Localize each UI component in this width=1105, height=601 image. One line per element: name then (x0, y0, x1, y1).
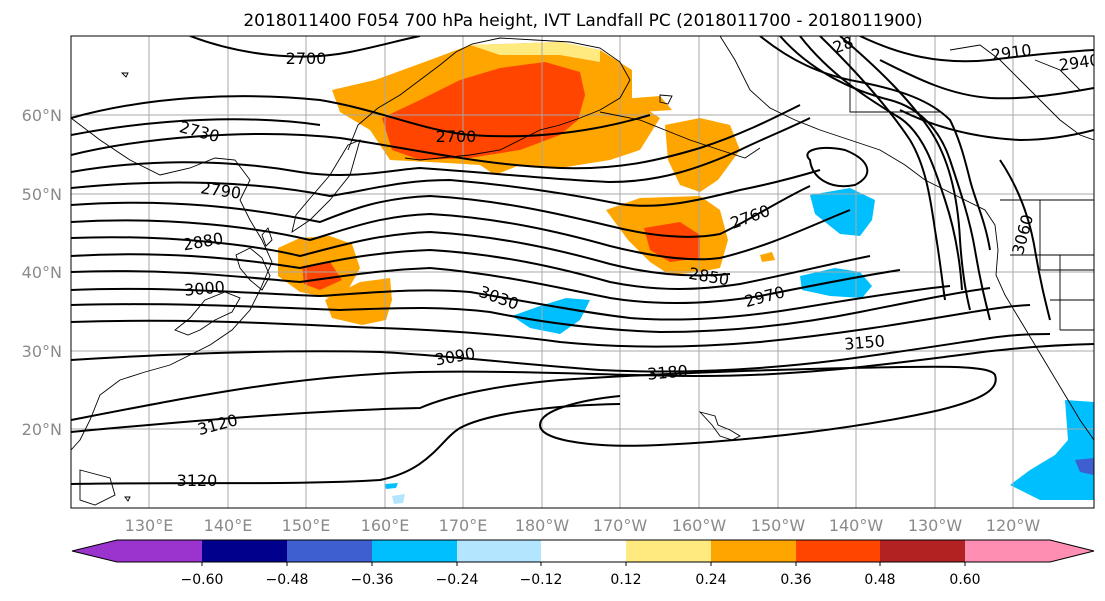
lat-tick-label: 20°N (22, 420, 62, 439)
lon-tick-label: 140°W (829, 516, 884, 535)
colorbar-seg (202, 540, 287, 562)
longitude-axis: 130°E 140°E 150°E 160°E 170°E 180°W 170°… (125, 516, 1041, 535)
colorbar-tick-label: −0.36 (351, 572, 394, 588)
colorbar-tick-label: 0.48 (864, 572, 895, 588)
lat-tick-label: 30°N (22, 342, 62, 361)
colorbar-tick-label: −0.60 (181, 572, 224, 588)
colorbar-seg (287, 540, 372, 562)
contour-label: 2700 (436, 127, 477, 146)
height-contours (71, 36, 1094, 485)
contour-label: 3180 (646, 361, 688, 383)
contour-label: 2940 (1058, 50, 1101, 74)
colorbar-seg (72, 540, 202, 562)
map-title: 2018011400 F054 700 hPa height, IVT Land… (243, 11, 922, 31)
colorbar-seg (796, 540, 880, 562)
lon-tick-label: 150°W (751, 516, 806, 535)
lat-tick-label: 60°N (22, 106, 62, 125)
colorbar-tick-label: 0.60 (949, 572, 980, 588)
colorbar-tick-label: 0.24 (695, 572, 726, 588)
lon-tick-label: 170°E (439, 516, 488, 535)
colorbar: −0.60 −0.48 −0.36 −0.24 −0.12 0.12 0.24 … (71, 539, 1095, 588)
lat-tick-label: 50°N (22, 185, 62, 204)
lon-tick-label: 130°E (125, 516, 174, 535)
colorbar-seg (457, 540, 541, 562)
latitude-axis: 60°N 50°N 40°N 30°N 20°N (22, 106, 62, 439)
colorbar-seg (372, 540, 457, 562)
colorbar-ticks (201, 562, 966, 566)
colorbar-seg (965, 540, 1094, 562)
colorbar-seg (880, 540, 965, 562)
lon-tick-label: 160°W (672, 516, 727, 535)
contour-label: 3150 (843, 331, 885, 353)
colorbar-tick-label: −0.24 (436, 572, 479, 588)
contour-label: 28 (830, 32, 856, 57)
map-frame (70, 35, 1095, 509)
colorbar-seg (711, 540, 796, 562)
lon-tick-label: 160°E (361, 516, 410, 535)
lon-tick-label: 180°W (515, 516, 570, 535)
colorbar-tick-label: 0.12 (610, 572, 641, 588)
lon-tick-label: 140°E (204, 516, 253, 535)
colorbar-outline (71, 539, 1095, 563)
lon-tick-label: 150°E (282, 516, 331, 535)
lon-tick-label: 170°W (593, 516, 648, 535)
lon-tick-label: 130°W (908, 516, 963, 535)
colorbar-seg (541, 540, 626, 562)
colorbar-seg (626, 540, 711, 562)
coastlines (71, 36, 1094, 506)
map-area: 2700 2730 2790 2880 3000 2700 3030 3090 … (71, 32, 1101, 508)
colorbar-tick-label: −0.12 (520, 572, 563, 588)
colorbar-tick-label: 0.36 (780, 572, 811, 588)
contour-label: 3120 (177, 471, 218, 490)
lat-tick-label: 40°N (22, 263, 62, 282)
lon-tick-label: 120°W (986, 516, 1041, 535)
contour-label: 2700 (286, 49, 327, 68)
contour-label: 3000 (183, 277, 225, 299)
colorbar-tick-label: −0.48 (266, 572, 309, 588)
